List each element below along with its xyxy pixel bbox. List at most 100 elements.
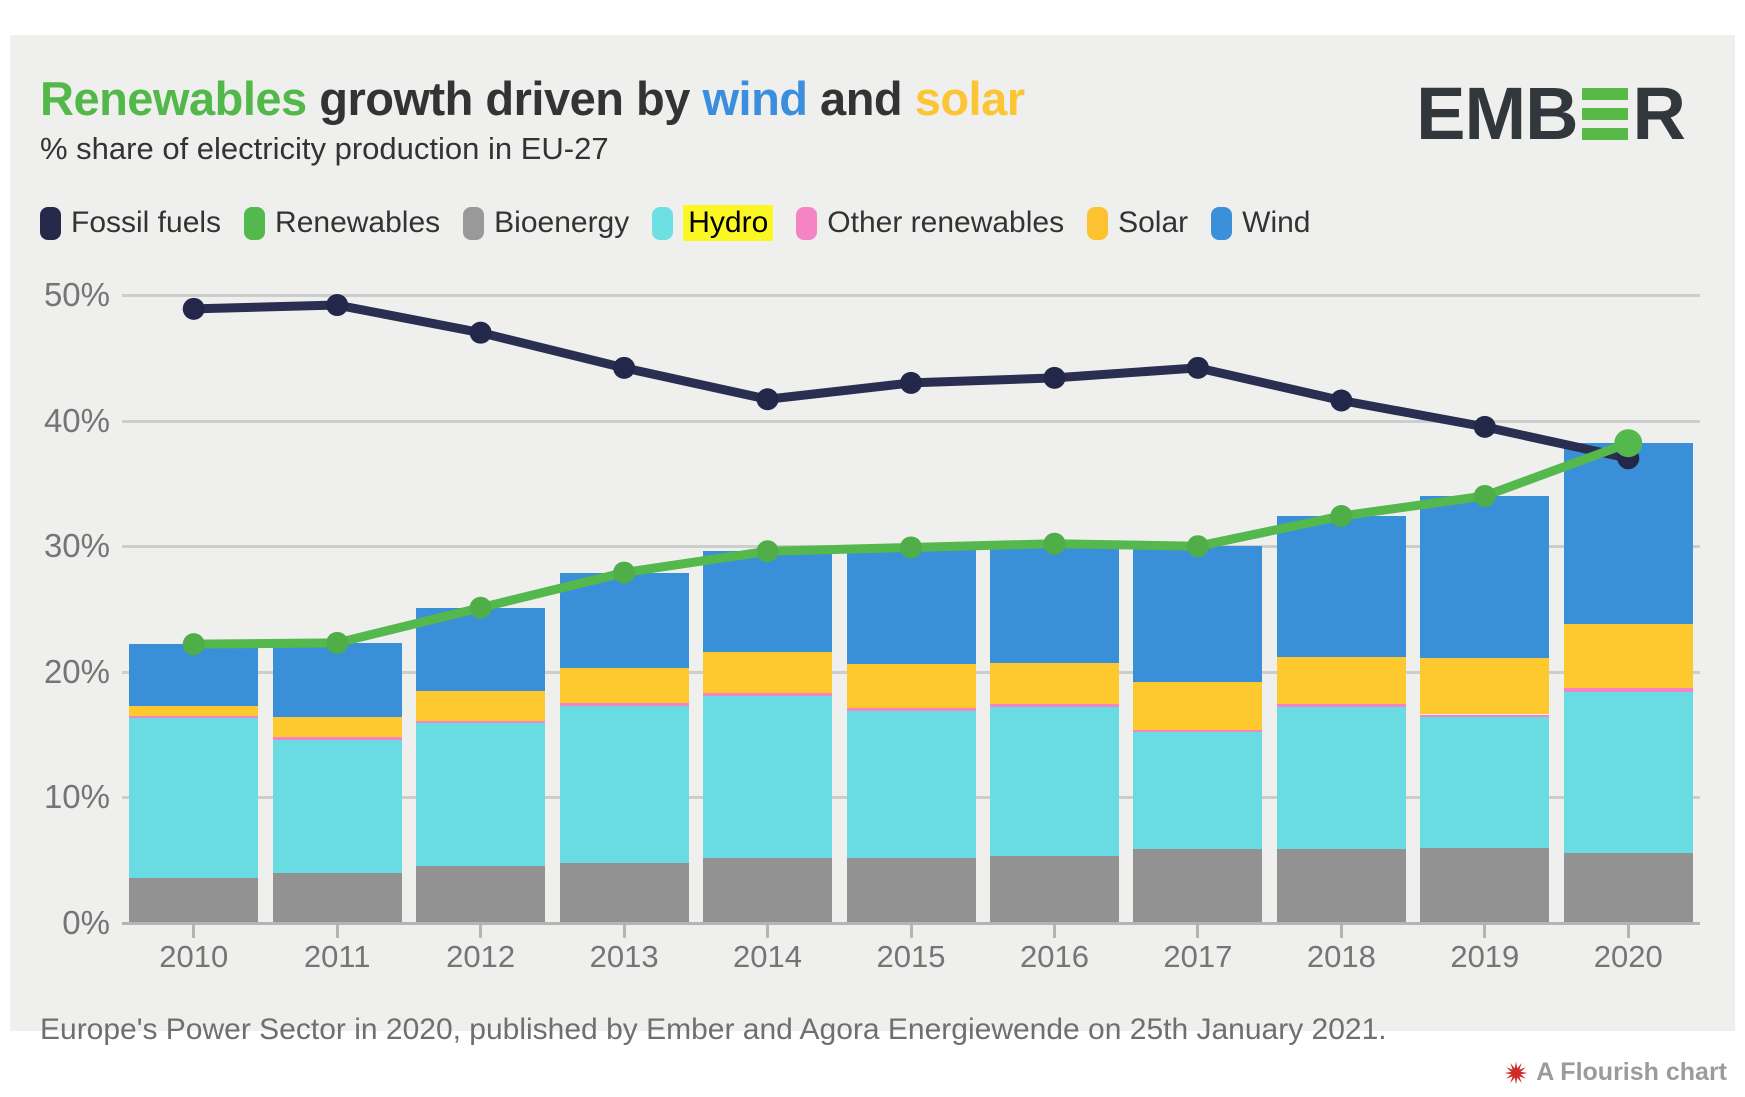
data-point-fossil-fuels-2013[interactable]	[613, 356, 636, 379]
data-point-renewables-2019[interactable]	[1473, 484, 1496, 507]
data-point-fossil-fuels-2015[interactable]	[900, 371, 922, 394]
data-point-renewables-2013[interactable]	[613, 561, 636, 584]
legend-item-wind[interactable]: Wind	[1211, 206, 1310, 240]
legend-label: Hydro	[683, 205, 774, 241]
bar-segment-bioenergy-2012[interactable]	[416, 866, 546, 923]
bar-segment-other-renewables-2015[interactable]	[846, 708, 976, 711]
data-point-fossil-fuels-2014[interactable]	[756, 388, 779, 411]
bar-segment-other-renewables-2013[interactable]	[559, 703, 689, 706]
bar-segment-bioenergy-2019[interactable]	[1420, 847, 1550, 923]
bar-segment-bioenergy-2011[interactable]	[272, 872, 402, 923]
legend-label: Fossil fuels	[71, 206, 222, 239]
data-point-fossil-fuels-2017[interactable]	[1186, 356, 1209, 379]
bar-segment-bioenergy-2014[interactable]	[703, 857, 833, 923]
bar-segment-bioenergy-2016[interactable]	[989, 856, 1119, 923]
bar-segment-bioenergy-2017[interactable]	[1133, 848, 1263, 923]
bar-segment-solar-2011[interactable]	[272, 717, 402, 738]
x-axis-tick	[192, 925, 196, 938]
legend-swatch	[796, 206, 818, 240]
bar-segment-solar-2010[interactable]	[129, 705, 259, 716]
bar-segment-wind-2014[interactable]	[703, 551, 833, 652]
legend-swatch	[1211, 206, 1233, 240]
bar-segment-other-renewables-2010[interactable]	[129, 715, 259, 719]
legend-item-solar[interactable]: Solar	[1087, 206, 1188, 240]
flourish-star-icon	[1504, 1061, 1528, 1084]
title-part: and	[807, 72, 915, 125]
bar-segment-solar-2013[interactable]	[559, 668, 689, 704]
bar-segment-hydro-2015[interactable]	[846, 710, 976, 858]
bar-segment-solar-2014[interactable]	[703, 651, 833, 694]
data-point-fossil-fuels-2018[interactable]	[1330, 389, 1353, 412]
legend-item-hydro[interactable]: Hydro	[652, 205, 774, 241]
data-point-renewables-2011[interactable]	[326, 631, 349, 654]
data-point-fossil-fuels-2019[interactable]	[1473, 415, 1496, 438]
bar-segment-other-renewables-2011[interactable]	[272, 737, 402, 740]
bar-segment-hydro-2020[interactable]	[1563, 691, 1693, 853]
y-axis-label: 40%	[43, 401, 110, 439]
bar-segment-wind-2012[interactable]	[416, 607, 546, 691]
bar-segment-wind-2017[interactable]	[1133, 546, 1263, 682]
chart-card: Renewables growth driven by wind and sol…	[10, 35, 1735, 1046]
data-point-fossil-fuels-2010[interactable]	[182, 297, 205, 320]
bar-segment-other-renewables-2014[interactable]	[703, 693, 833, 696]
a-flourish-chart-link[interactable]: A Flourish chart	[1504, 1058, 1727, 1087]
bar-segment-bioenergy-2013[interactable]	[559, 862, 689, 923]
bar-segment-hydro-2010[interactable]	[129, 718, 259, 878]
bar-segment-wind-2018[interactable]	[1276, 516, 1406, 657]
bar-segment-bioenergy-2010[interactable]	[129, 877, 259, 923]
bar-segment-solar-2016[interactable]	[989, 663, 1119, 705]
bar-segment-hydro-2018[interactable]	[1276, 706, 1406, 849]
bar-segment-hydro-2013[interactable]	[559, 705, 689, 863]
ember-logo-text-prefix: EMB	[1416, 72, 1578, 155]
data-point-renewables-2018[interactable]	[1330, 505, 1353, 528]
x-axis-label-2012: 2012	[446, 939, 516, 974]
bar-segment-hydro-2019[interactable]	[1420, 717, 1550, 848]
bar-segment-solar-2017[interactable]	[1133, 681, 1263, 730]
legend-item-fossil-fuels[interactable]: Fossil fuels	[40, 206, 221, 240]
data-point-renewables-2010[interactable]	[182, 633, 205, 656]
bar-segment-wind-2011[interactable]	[272, 642, 402, 717]
bar-segment-hydro-2017[interactable]	[1133, 732, 1263, 849]
ember-logo: EMB R	[1416, 72, 1686, 155]
data-point-renewables-2012[interactable]	[469, 596, 492, 619]
gridline-50pct	[122, 294, 1700, 297]
bar-segment-bioenergy-2018[interactable]	[1276, 848, 1406, 923]
data-point-renewables-2017[interactable]	[1186, 535, 1209, 558]
bar-segment-wind-2020[interactable]	[1563, 443, 1693, 625]
bar-segment-other-renewables-2012[interactable]	[416, 720, 546, 724]
bar-segment-wind-2016[interactable]	[989, 543, 1119, 663]
bar-segment-wind-2019[interactable]	[1420, 495, 1550, 658]
data-point-renewables-2015[interactable]	[900, 536, 922, 559]
bar-segment-solar-2012[interactable]	[416, 690, 546, 721]
bar-segment-wind-2013[interactable]	[559, 572, 689, 669]
bar-segment-hydro-2016[interactable]	[989, 706, 1119, 857]
bar-segment-other-renewables-2017[interactable]	[1133, 729, 1263, 733]
bar-segment-bioenergy-2020[interactable]	[1563, 852, 1693, 923]
bar-segment-wind-2015[interactable]	[846, 547, 976, 665]
data-point-renewables-2014[interactable]	[756, 540, 779, 563]
data-point-renewables-2020[interactable]	[1614, 429, 1643, 458]
legend-item-bioenergy[interactable]: Bioenergy	[463, 206, 629, 240]
gridline-40pct	[122, 419, 1700, 423]
data-point-fossil-fuels-2011[interactable]	[326, 294, 349, 317]
data-point-fossil-fuels-2016[interactable]	[1043, 366, 1066, 389]
bar-segment-bioenergy-2015[interactable]	[846, 857, 976, 923]
bar-segment-other-renewables-2018[interactable]	[1276, 704, 1406, 707]
bar-segment-hydro-2014[interactable]	[703, 695, 833, 858]
legend-item-renewables[interactable]: Renewables	[244, 206, 440, 240]
bar-segment-other-renewables-2019[interactable]	[1420, 714, 1550, 717]
legend-label: Bioenergy	[494, 206, 630, 239]
bar-segment-solar-2020[interactable]	[1563, 624, 1693, 689]
data-point-renewables-2016[interactable]	[1043, 532, 1066, 555]
bar-segment-solar-2018[interactable]	[1276, 656, 1406, 705]
bar-segment-solar-2019[interactable]	[1420, 657, 1550, 715]
legend-label: Renewables	[275, 206, 441, 239]
bar-segment-solar-2015[interactable]	[846, 664, 976, 709]
bar-segment-hydro-2012[interactable]	[416, 723, 546, 867]
x-axis-label-2017: 2017	[1163, 939, 1233, 974]
legend-item-other-renewables[interactable]: Other renewables	[796, 206, 1064, 240]
bar-segment-other-renewables-2020[interactable]	[1563, 688, 1693, 692]
bar-segment-hydro-2011[interactable]	[272, 739, 402, 873]
bar-segment-other-renewables-2016[interactable]	[989, 704, 1119, 707]
data-point-fossil-fuels-2012[interactable]	[469, 321, 492, 344]
